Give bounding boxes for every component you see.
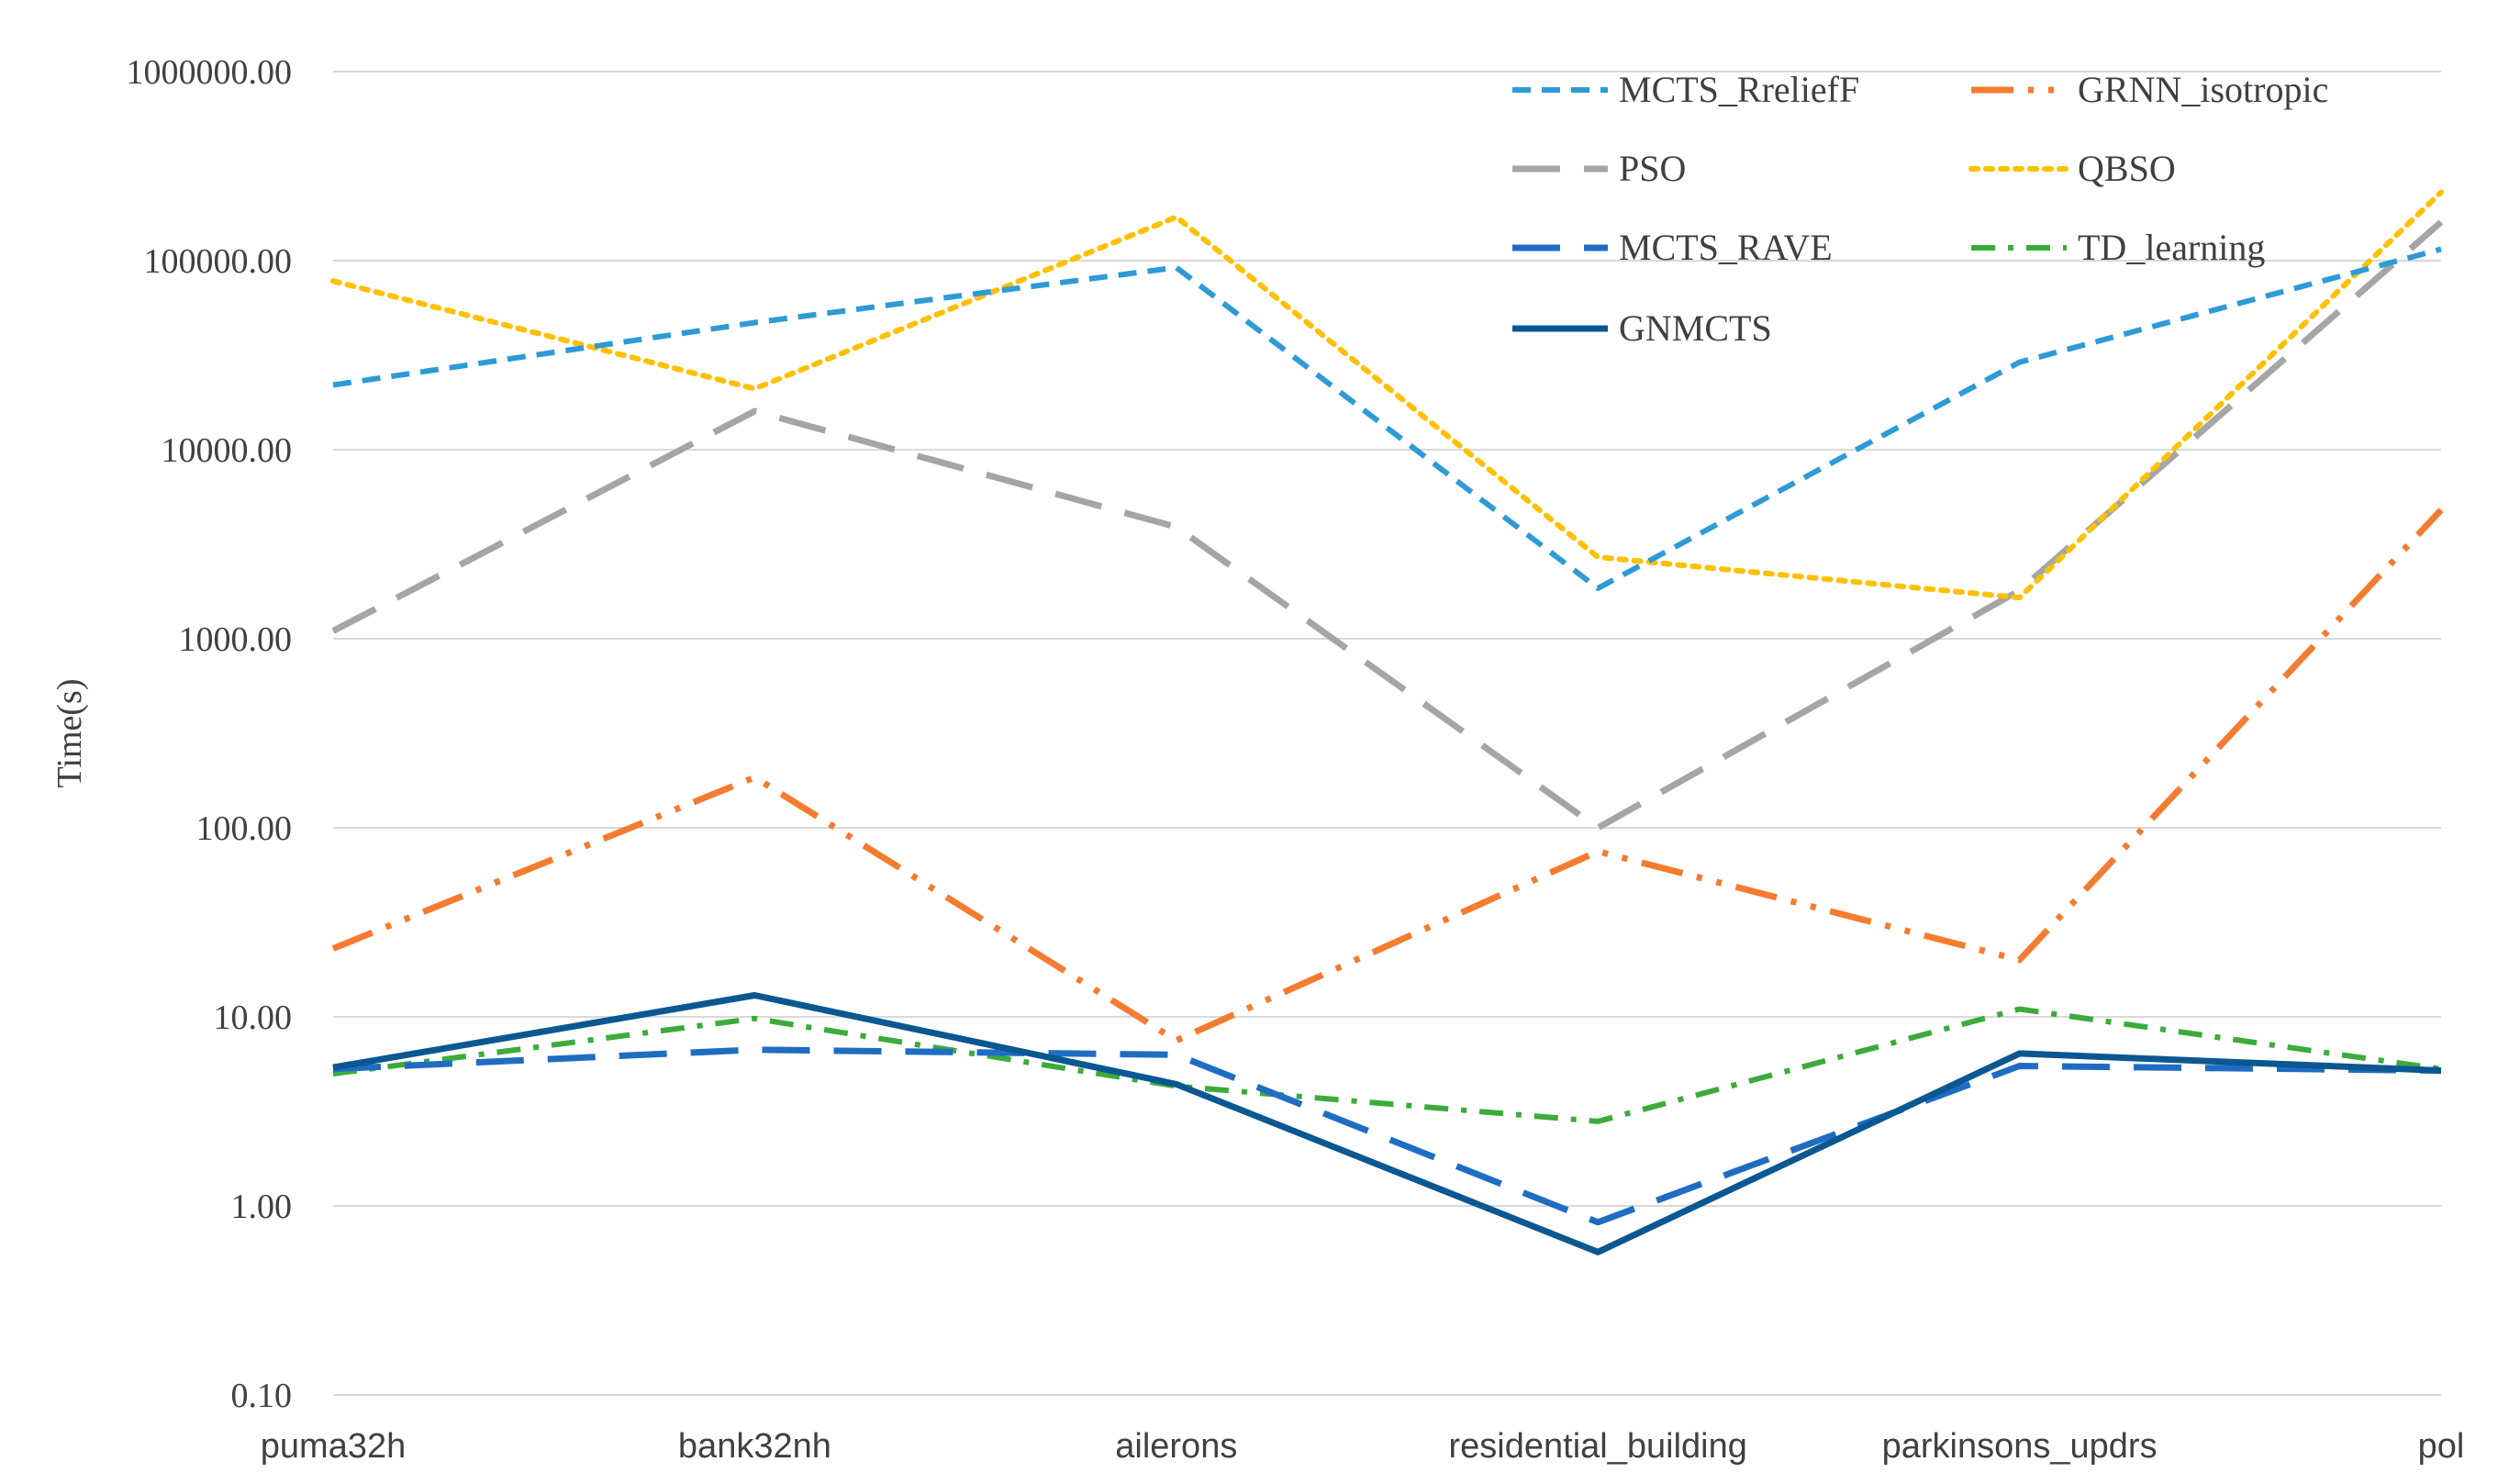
x-axis-ticks: puma32h bank32nh ailerons residential_build… [261, 1427, 2465, 1466]
series-line-grnn-isotropic [331, 508, 2444, 1044]
series-line-pso [331, 219, 2444, 831]
y-tick-label: 100.00 [196, 809, 293, 848]
legend: MCTS_RreliefF GRNN_isotropic PSO QBSO MCTS_R… [1512, 69, 2328, 349]
y-tick-label: 1000.00 [179, 620, 293, 659]
x-tick-label: parkinsons_updrs [1882, 1427, 2158, 1466]
legend-label: TD_learning [2078, 227, 2265, 268]
legend-item-gnmcts: GNMCTS [1512, 307, 1772, 349]
y-tick-label: 10.00 [214, 999, 293, 1037]
series-line-mcts-rave [332, 1046, 2442, 1226]
legend-item-qbso: QBSO [1968, 148, 2176, 189]
legend-item-mcts-rrelieff: MCTS_RreliefF [1512, 69, 1859, 110]
series-line-mcts-rrelieff [332, 246, 2442, 591]
y-axis-ticks: 0.10 1.00 10.00 100.00 1000.00 10000.00 100000… [127, 53, 293, 1415]
x-tick-label: bank32nh [678, 1427, 831, 1466]
legend-label: MCTS_RreliefF [1619, 69, 1859, 110]
legend-label: GNMCTS [1619, 307, 1772, 349]
series-lines [330, 189, 2444, 1255]
legend-label: PSO [1619, 148, 1686, 189]
legend-item-td-learning: TD_learning [1971, 227, 2265, 268]
x-tick-label: ailerons [1115, 1427, 1237, 1466]
legend-label: QBSO [2078, 148, 2176, 189]
y-tick-label: 10000.00 [162, 431, 293, 470]
series-line-td-learning [332, 1006, 2442, 1124]
series-line-gnmcts [332, 992, 2442, 1255]
x-tick-label: puma32h [261, 1427, 406, 1466]
series-line-qbso [330, 189, 2444, 601]
y-axis-title: Time(s) [50, 679, 89, 788]
y-tick-label: 100000.00 [144, 242, 293, 281]
legend-item-mcts-rave: MCTS_RAVE [1512, 227, 1833, 268]
gridlines [333, 71, 2441, 1396]
y-tick-label: 1000000.00 [127, 53, 293, 92]
x-tick-label: pol [2418, 1427, 2465, 1466]
legend-item-pso: PSO [1512, 148, 1686, 189]
legend-label: GRNN_isotropic [2078, 69, 2328, 110]
legend-label: MCTS_RAVE [1619, 227, 1833, 268]
y-tick-label: 0.10 [231, 1377, 293, 1415]
y-tick-label: 1.00 [231, 1188, 293, 1226]
legend-item-grnn-isotropic: GRNN_isotropic [1971, 69, 2328, 110]
x-tick-label: residential_building [1449, 1427, 1747, 1466]
